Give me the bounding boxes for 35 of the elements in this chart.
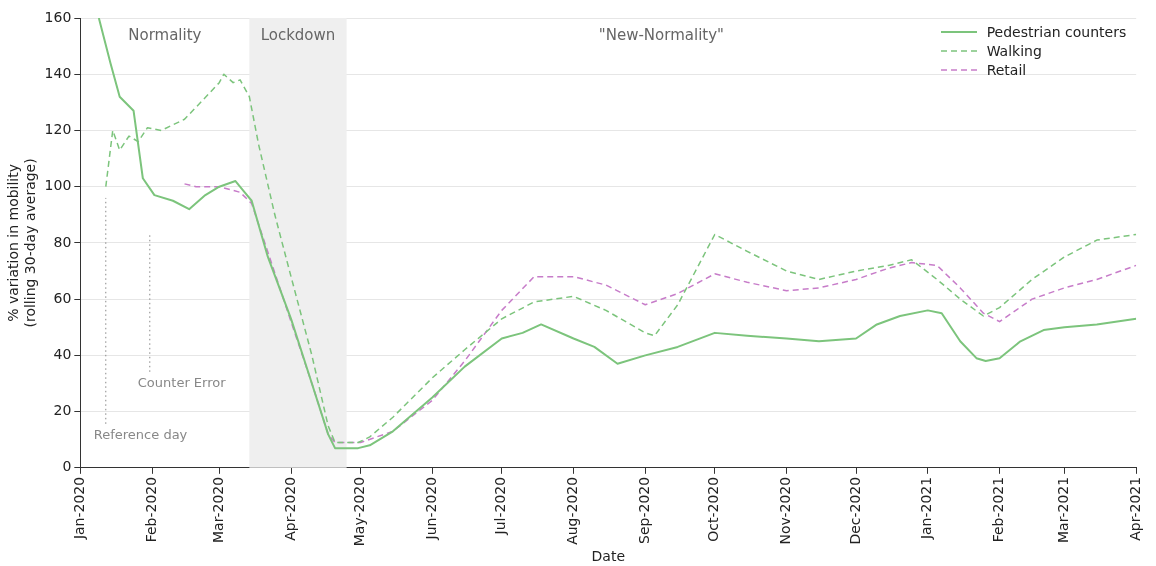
x-tick-label: Mar-2021 (1055, 476, 1072, 544)
x-tick-label: Jan-2021 (918, 476, 935, 541)
x-tick-label: Jun-2020 (422, 476, 439, 541)
x-tick-label: Sep-2020 (635, 476, 652, 544)
band-label: Lockdown (260, 25, 336, 44)
y-tick-label: 80 (53, 233, 72, 250)
y-tick-label: 100 (44, 177, 72, 194)
y-tick-label: 40 (53, 346, 72, 363)
x-tick-label: Oct-2020 (705, 476, 722, 542)
x-tick-label: Aug-2020 (564, 476, 581, 545)
x-tick-label: Dec-2020 (846, 476, 863, 545)
y-tick-label: 60 (53, 289, 72, 306)
y-tick-label: 160 (44, 8, 72, 25)
x-tick-label: Apr-2020 (281, 476, 298, 541)
annotation: Normality (128, 25, 202, 44)
x-axis-title: Date (591, 548, 625, 565)
x-tick-label: Mar-2020 (209, 476, 226, 544)
x-tick-label: Jan-2020 (70, 476, 87, 541)
y-tick-label: 20 (53, 402, 72, 419)
x-tick-label: Jul-2020 (492, 476, 509, 536)
y-tick-label: 0 (62, 458, 72, 475)
x-tick-label: Feb-2021 (990, 476, 1007, 543)
x-tick-label: Apr-2021 (1126, 476, 1143, 541)
ref-line-label: Counter Error (137, 375, 227, 391)
legend-label: Pedestrian counters (986, 24, 1127, 40)
x-tick-label: Feb-2020 (142, 476, 159, 543)
x-tick-label: Nov-2020 (777, 476, 794, 545)
legend-label: Retail (986, 62, 1027, 78)
ref-line-label: Reference day (93, 427, 188, 443)
annotation: "New-Normality" (598, 25, 724, 44)
y-axis-title: % variation in mobility (rolling 30-day average) (5, 158, 38, 328)
y-tick-label: 120 (44, 121, 72, 138)
legend-label: Walking (986, 43, 1042, 59)
y-tick-label: 140 (44, 64, 72, 81)
x-tick-label: May-2020 (351, 476, 368, 547)
